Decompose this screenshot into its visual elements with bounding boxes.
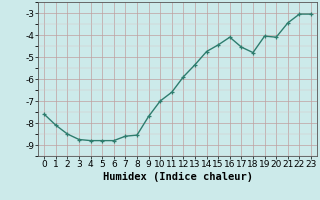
X-axis label: Humidex (Indice chaleur): Humidex (Indice chaleur) <box>103 172 252 182</box>
